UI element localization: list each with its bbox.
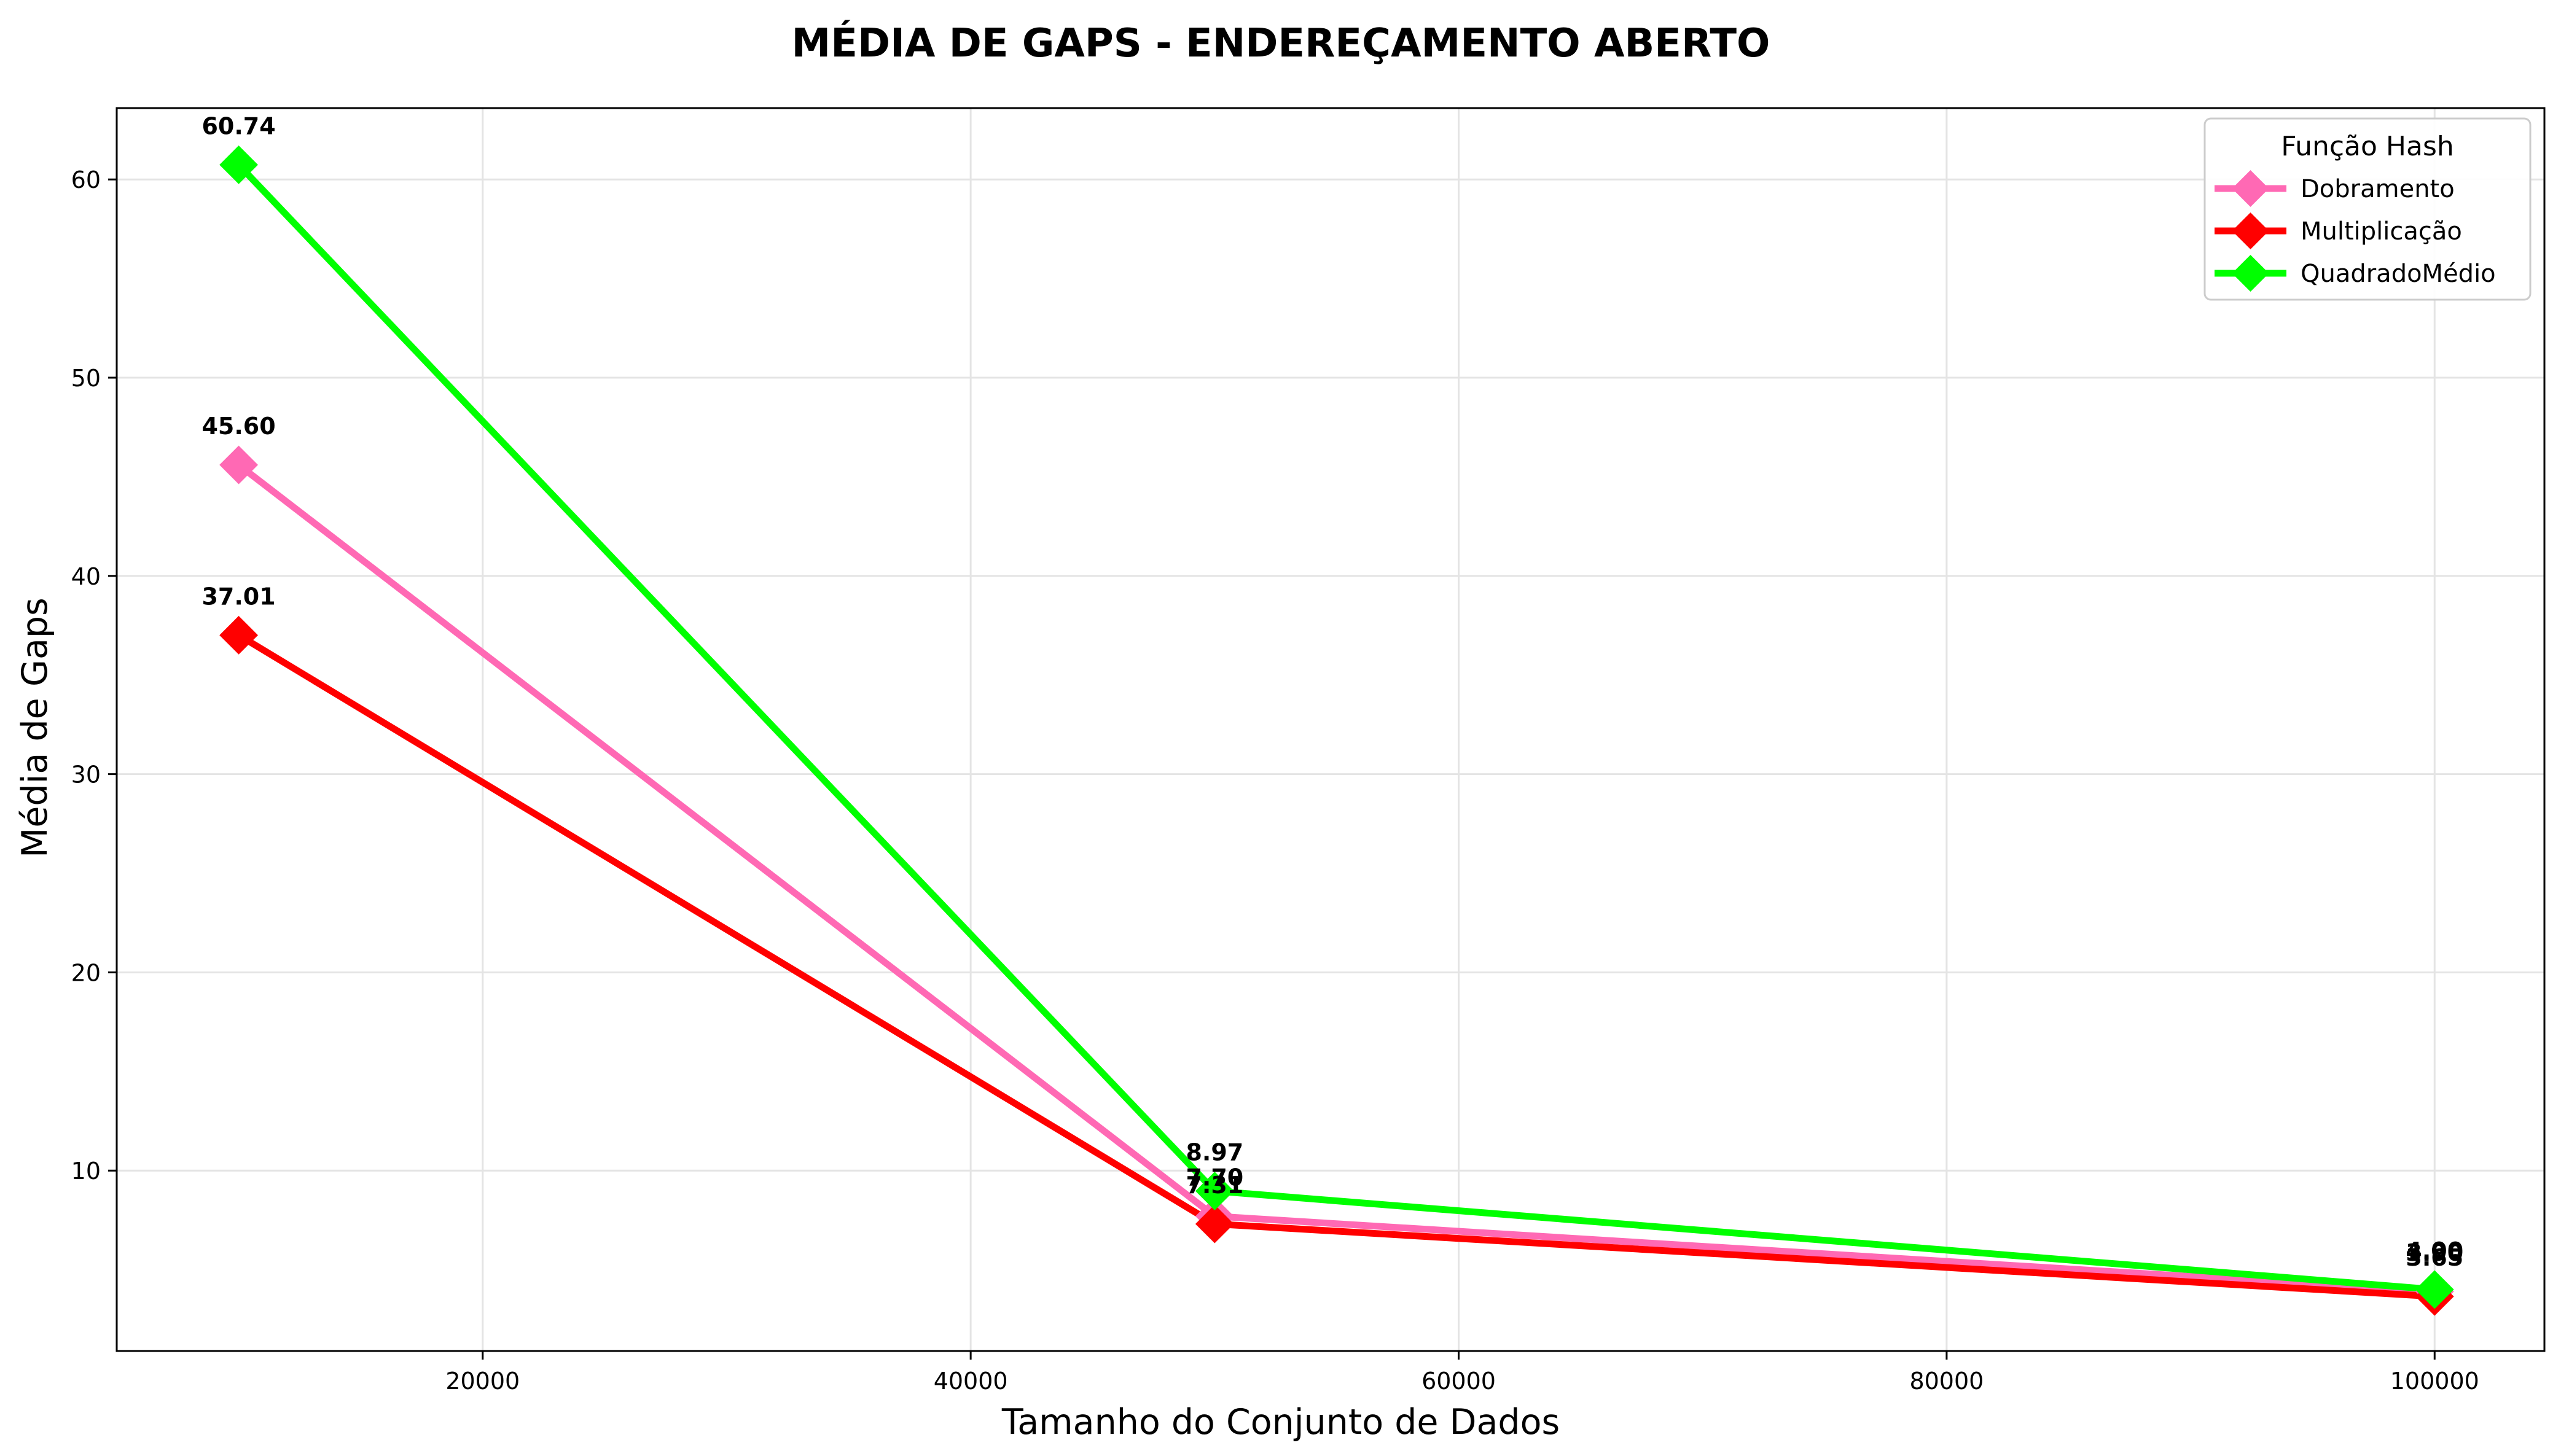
legend-label-multiplicacao: Multiplicação bbox=[2301, 217, 2462, 246]
marker-quadradomedio bbox=[2415, 1270, 2454, 1309]
data-label-multiplicacao: 3.65 bbox=[2406, 1244, 2463, 1271]
chart-title: MÉDIA DE GAPS - ENDEREÇAMENTO ABERTO bbox=[792, 20, 1770, 66]
legend-title: Função Hash bbox=[2281, 131, 2454, 162]
plot-frame bbox=[115, 107, 2546, 1352]
legend-entries: Dobramento Multiplicação QuadradoMédio bbox=[2215, 170, 2496, 292]
y-tick-label: 30 bbox=[71, 761, 101, 788]
x-tick-label: 100000 bbox=[2390, 1368, 2479, 1395]
data-label-quadradomedio: 60.74 bbox=[201, 112, 275, 139]
x-tick-label: 40000 bbox=[934, 1368, 1008, 1395]
y-axis-label: Média de Gaps bbox=[15, 598, 55, 858]
x-axis-ticks: 20000 40000 60000 80000 100000 bbox=[445, 1351, 2479, 1395]
marker-multiplicacao bbox=[219, 615, 259, 655]
data-label-dobramento: 3.90 bbox=[2406, 1239, 2463, 1266]
data-label-quadradomedio: 4.00 bbox=[2406, 1237, 2463, 1264]
y-axis-ticks: 10 20 30 40 50 60 bbox=[71, 166, 117, 1185]
legend-label-dobramento: Dobramento bbox=[2301, 175, 2455, 203]
data-label-dobramento: 7.70 bbox=[1186, 1164, 1243, 1191]
data-label-quadradomedio: 8.97 bbox=[1186, 1139, 1243, 1166]
legend-marker-multiplicacao bbox=[2232, 212, 2269, 249]
y-tick-label: 40 bbox=[71, 563, 101, 590]
legend: Função Hash Dobramento Multiplicação Quadr… bbox=[2203, 117, 2532, 301]
y-tick-label: 20 bbox=[71, 959, 101, 986]
legend-box bbox=[2203, 117, 2532, 301]
y-tick-label: 10 bbox=[71, 1158, 101, 1185]
x-tick-label: 80000 bbox=[1909, 1368, 1984, 1395]
marker-dobramento bbox=[219, 445, 259, 485]
legend-label-quadradomedio: QuadradoMédio bbox=[2301, 260, 2496, 288]
x-axis-label: Tamanho do Conjunto de Dados bbox=[1001, 1402, 1560, 1442]
y-tick-label: 50 bbox=[71, 365, 101, 392]
data-label-dobramento: 45.60 bbox=[201, 413, 275, 440]
data-label-multiplicacao: 7.31 bbox=[1186, 1172, 1243, 1199]
grid bbox=[117, 108, 2544, 1351]
data-labels: 45.60 7.70 3.90 37.01 7.31 3.65 60.74 8.97 4.00 bbox=[201, 112, 2463, 1271]
legend-marker-dobramento bbox=[2232, 170, 2269, 207]
marker-multiplicacao bbox=[1195, 1204, 1234, 1244]
data-label-multiplicacao: 37.01 bbox=[201, 583, 275, 610]
legend-marker-quadradomedio bbox=[2232, 255, 2269, 292]
x-tick-label: 20000 bbox=[445, 1368, 520, 1395]
x-tick-label: 60000 bbox=[1421, 1368, 1496, 1395]
series-markers bbox=[219, 145, 2454, 1316]
y-tick-label: 60 bbox=[71, 166, 101, 193]
marker-quadradomedio bbox=[219, 145, 259, 184]
marker-quadradomedio bbox=[1195, 1172, 1234, 1210]
